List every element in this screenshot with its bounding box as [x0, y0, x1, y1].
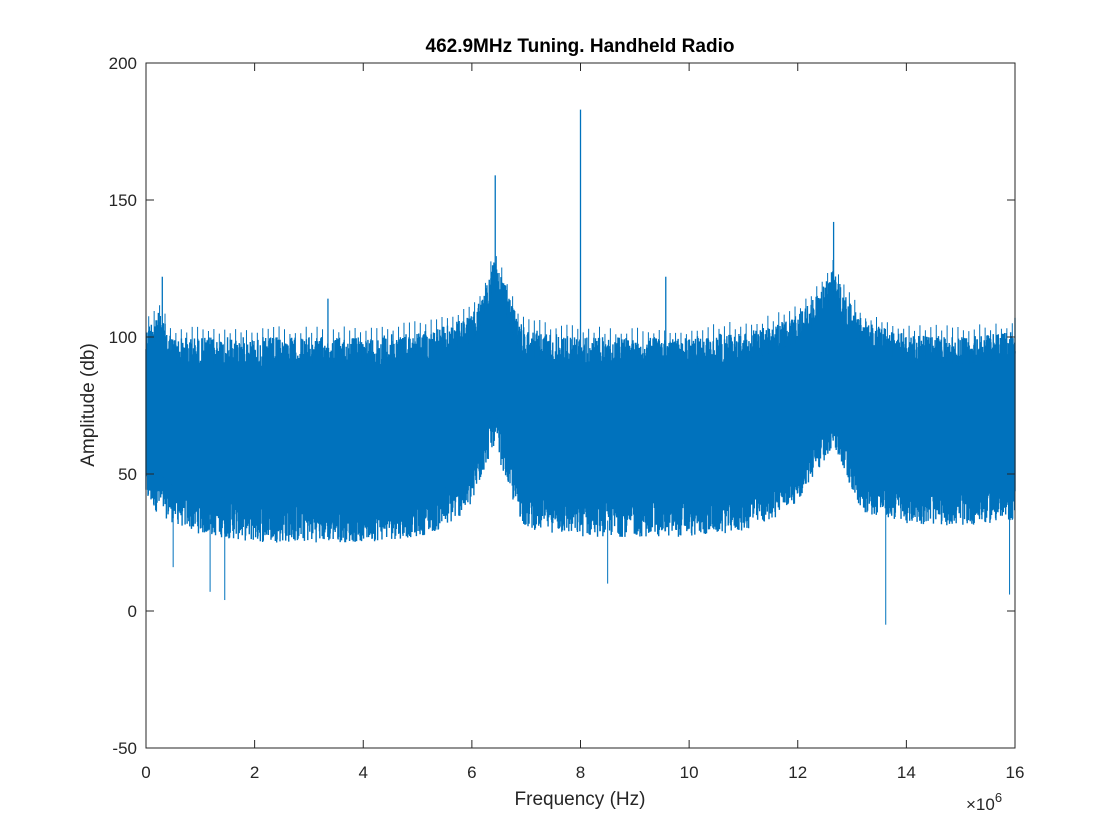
x-tick-label: 16	[1006, 763, 1025, 782]
data-layer	[145, 109, 1016, 625]
y-tick-label: 0	[128, 602, 137, 621]
x-tick-label: 6	[467, 763, 476, 782]
chart-title: 462.9MHz Tuning. Handheld Radio	[426, 36, 735, 57]
x-axis-exponent-base: ×10	[966, 795, 995, 814]
harmonic-spikes	[148, 256, 1013, 365]
y-tick-label: -50	[112, 739, 137, 758]
x-tick-label: 4	[359, 763, 368, 782]
x-tick-label: 14	[897, 763, 916, 782]
y-tick-label: 200	[109, 54, 137, 73]
x-tick-label: 8	[576, 763, 585, 782]
x-tick-label: 0	[141, 763, 150, 782]
x-axis-exponent-power: 6	[995, 790, 1002, 805]
y-tick-label: 50	[118, 465, 137, 484]
x-tick-label: 10	[680, 763, 699, 782]
x-tick-label: 12	[788, 763, 807, 782]
y-tick-label: 150	[109, 191, 137, 210]
x-axis-label: Frequency (Hz)	[515, 789, 646, 810]
x-axis-exponent: ×106	[966, 790, 1002, 814]
spectrum-core	[146, 286, 1015, 502]
y-axis-label: Amplitude (db)	[78, 343, 99, 467]
y-tick-label: 100	[109, 328, 137, 347]
x-tick-label: 2	[250, 763, 259, 782]
